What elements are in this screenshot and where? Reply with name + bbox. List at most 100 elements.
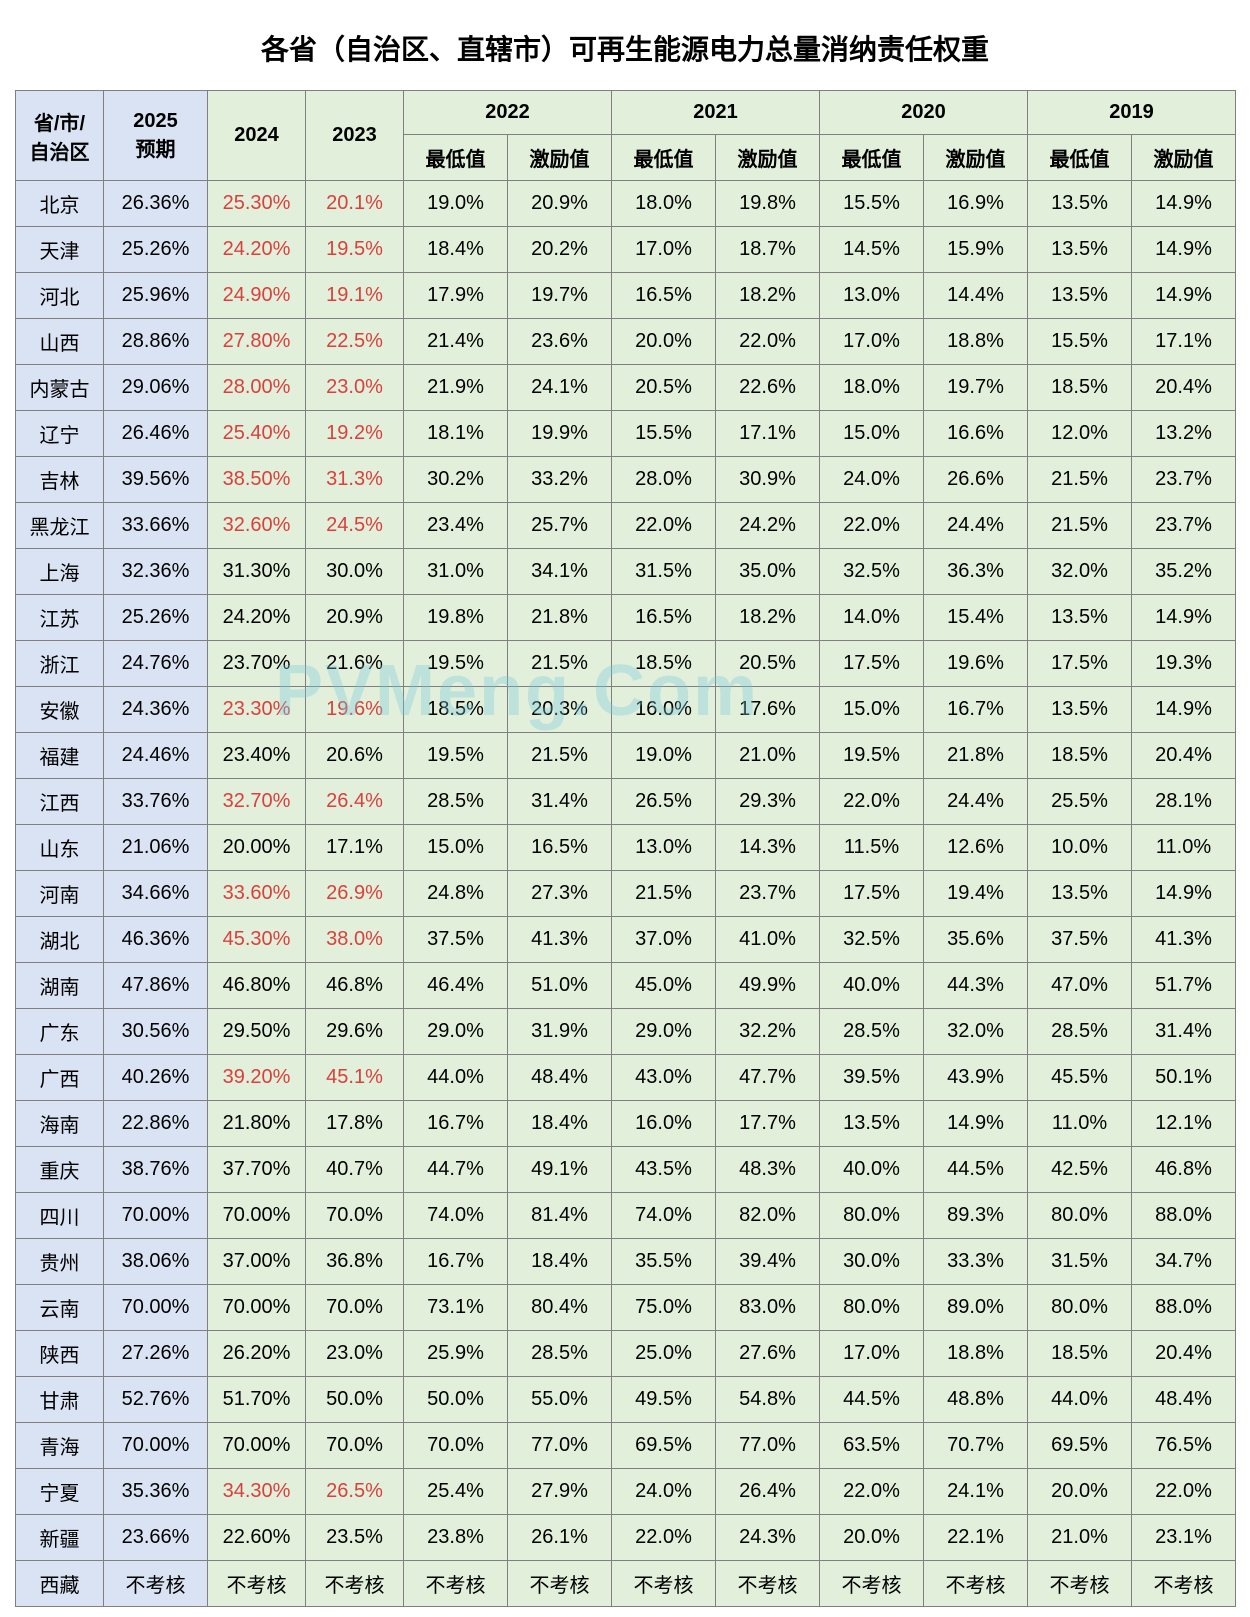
table-cell: 45.0% — [612, 963, 716, 1009]
table-cell: 18.8% — [924, 319, 1028, 365]
table-cell: 69.5% — [612, 1423, 716, 1469]
table-cell: 广东 — [16, 1009, 104, 1055]
table-cell: 17.1% — [1132, 319, 1236, 365]
table-cell: 不考核 — [1028, 1561, 1132, 1607]
table-cell: 25.26% — [104, 595, 208, 641]
table-cell: 18.8% — [924, 1331, 1028, 1377]
table-cell: 13.0% — [612, 825, 716, 871]
table-cell: 55.0% — [508, 1377, 612, 1423]
table-cell: 35.36% — [104, 1469, 208, 1515]
table-cell: 31.0% — [404, 549, 508, 595]
table-cell: 50.1% — [1132, 1055, 1236, 1101]
table-cell: 82.0% — [716, 1193, 820, 1239]
table-cell: 69.5% — [1028, 1423, 1132, 1469]
table-cell: 30.0% — [820, 1239, 924, 1285]
table-cell: 19.2% — [306, 411, 404, 457]
table-cell: 23.7% — [716, 871, 820, 917]
table-cell: 43.5% — [612, 1147, 716, 1193]
table-cell: 52.76% — [104, 1377, 208, 1423]
table-cell: 44.0% — [404, 1055, 508, 1101]
table-cell: 18.5% — [1028, 365, 1132, 411]
table-cell: 24.46% — [104, 733, 208, 779]
table-cell: 41.3% — [508, 917, 612, 963]
table-cell: 不考核 — [306, 1561, 404, 1607]
table-cell: 31.9% — [508, 1009, 612, 1055]
table-cell: 29.06% — [104, 365, 208, 411]
page-title: 各省（自治区、直辖市）可再生能源电力总量消纳责任权重 — [15, 10, 1235, 90]
table-cell: 22.0% — [1132, 1469, 1236, 1515]
table-row: 山东21.06%20.00%17.1%15.0%16.5%13.0%14.3%1… — [16, 825, 1236, 871]
table-cell: 不考核 — [1132, 1561, 1236, 1607]
table-cell: 31.4% — [1132, 1009, 1236, 1055]
table-cell: 80.0% — [1028, 1285, 1132, 1331]
table-cell: 20.6% — [306, 733, 404, 779]
table-cell: 19.0% — [404, 181, 508, 227]
table-cell: 24.20% — [208, 227, 306, 273]
table-cell: 26.5% — [306, 1469, 404, 1515]
table-cell: 47.0% — [1028, 963, 1132, 1009]
table-cell: 32.36% — [104, 549, 208, 595]
table-cell: 46.80% — [208, 963, 306, 1009]
table-row: 福建24.46%23.40%20.6%19.5%21.5%19.0%21.0%1… — [16, 733, 1236, 779]
table-cell: 32.60% — [208, 503, 306, 549]
header-row-1: 省/市/自治区 2025预期 2024 2023 2022 2021 2020 … — [16, 91, 1236, 135]
table-cell: 50.0% — [306, 1377, 404, 1423]
table-cell: 45.30% — [208, 917, 306, 963]
table-cell: 21.5% — [1028, 503, 1132, 549]
table-cell: 88.0% — [1132, 1193, 1236, 1239]
table-cell: 13.2% — [1132, 411, 1236, 457]
table-cell: 17.9% — [404, 273, 508, 319]
table-cell: 28.5% — [1028, 1009, 1132, 1055]
table-cell: 44.3% — [924, 963, 1028, 1009]
table-cell: 26.4% — [716, 1469, 820, 1515]
hdr-2025-l2: 预期 — [136, 139, 176, 161]
table-cell: 89.0% — [924, 1285, 1028, 1331]
table-cell: 26.20% — [208, 1331, 306, 1377]
table-cell: 22.86% — [104, 1101, 208, 1147]
table-cell: 25.30% — [208, 181, 306, 227]
table-cell: 89.3% — [924, 1193, 1028, 1239]
table-cell: 上海 — [16, 549, 104, 595]
table-cell: 17.5% — [1028, 641, 1132, 687]
table-row: 宁夏35.36%34.30%26.5%25.4%27.9%24.0%26.4%2… — [16, 1469, 1236, 1515]
table-cell: 24.5% — [306, 503, 404, 549]
table-cell: 77.0% — [508, 1423, 612, 1469]
table-cell: 15.4% — [924, 595, 1028, 641]
table-cell: 37.5% — [1028, 917, 1132, 963]
table-cell: 35.5% — [612, 1239, 716, 1285]
table-cell: 海南 — [16, 1101, 104, 1147]
table-cell: 15.5% — [1028, 319, 1132, 365]
table-cell: 16.7% — [924, 687, 1028, 733]
table-cell: 河南 — [16, 871, 104, 917]
table-cell: 山西 — [16, 319, 104, 365]
table-cell: 25.5% — [1028, 779, 1132, 825]
table-cell: 18.0% — [820, 365, 924, 411]
table-cell: 14.9% — [1132, 687, 1236, 733]
table-cell: 70.00% — [104, 1193, 208, 1239]
table-cell: 22.0% — [820, 503, 924, 549]
table-cell: 12.0% — [1028, 411, 1132, 457]
hdr-prov-l2: 自治区 — [30, 142, 90, 164]
table-cell: 28.00% — [208, 365, 306, 411]
table-cell: 17.7% — [716, 1101, 820, 1147]
table-cell: 48.3% — [716, 1147, 820, 1193]
table-cell: 36.3% — [924, 549, 1028, 595]
table-cell: 14.9% — [1132, 227, 1236, 273]
table-cell: 43.9% — [924, 1055, 1028, 1101]
table-cell: 23.0% — [306, 365, 404, 411]
table-cell: 18.5% — [1028, 733, 1132, 779]
table-cell: 27.26% — [104, 1331, 208, 1377]
table-cell: 29.6% — [306, 1009, 404, 1055]
table-cell: 吉林 — [16, 457, 104, 503]
table-cell: 27.80% — [208, 319, 306, 365]
table-head: 省/市/自治区 2025预期 2024 2023 2022 2021 2020 … — [16, 91, 1236, 181]
table-cell: 70.0% — [306, 1423, 404, 1469]
table-cell: 14.9% — [1132, 181, 1236, 227]
table-row: 湖北46.36%45.30%38.0%37.5%41.3%37.0%41.0%3… — [16, 917, 1236, 963]
table-cell: 19.0% — [612, 733, 716, 779]
table-cell: 17.1% — [716, 411, 820, 457]
table-cell: 70.0% — [306, 1285, 404, 1331]
table-cell: 24.36% — [104, 687, 208, 733]
table-cell: 46.36% — [104, 917, 208, 963]
table-cell: 23.30% — [208, 687, 306, 733]
